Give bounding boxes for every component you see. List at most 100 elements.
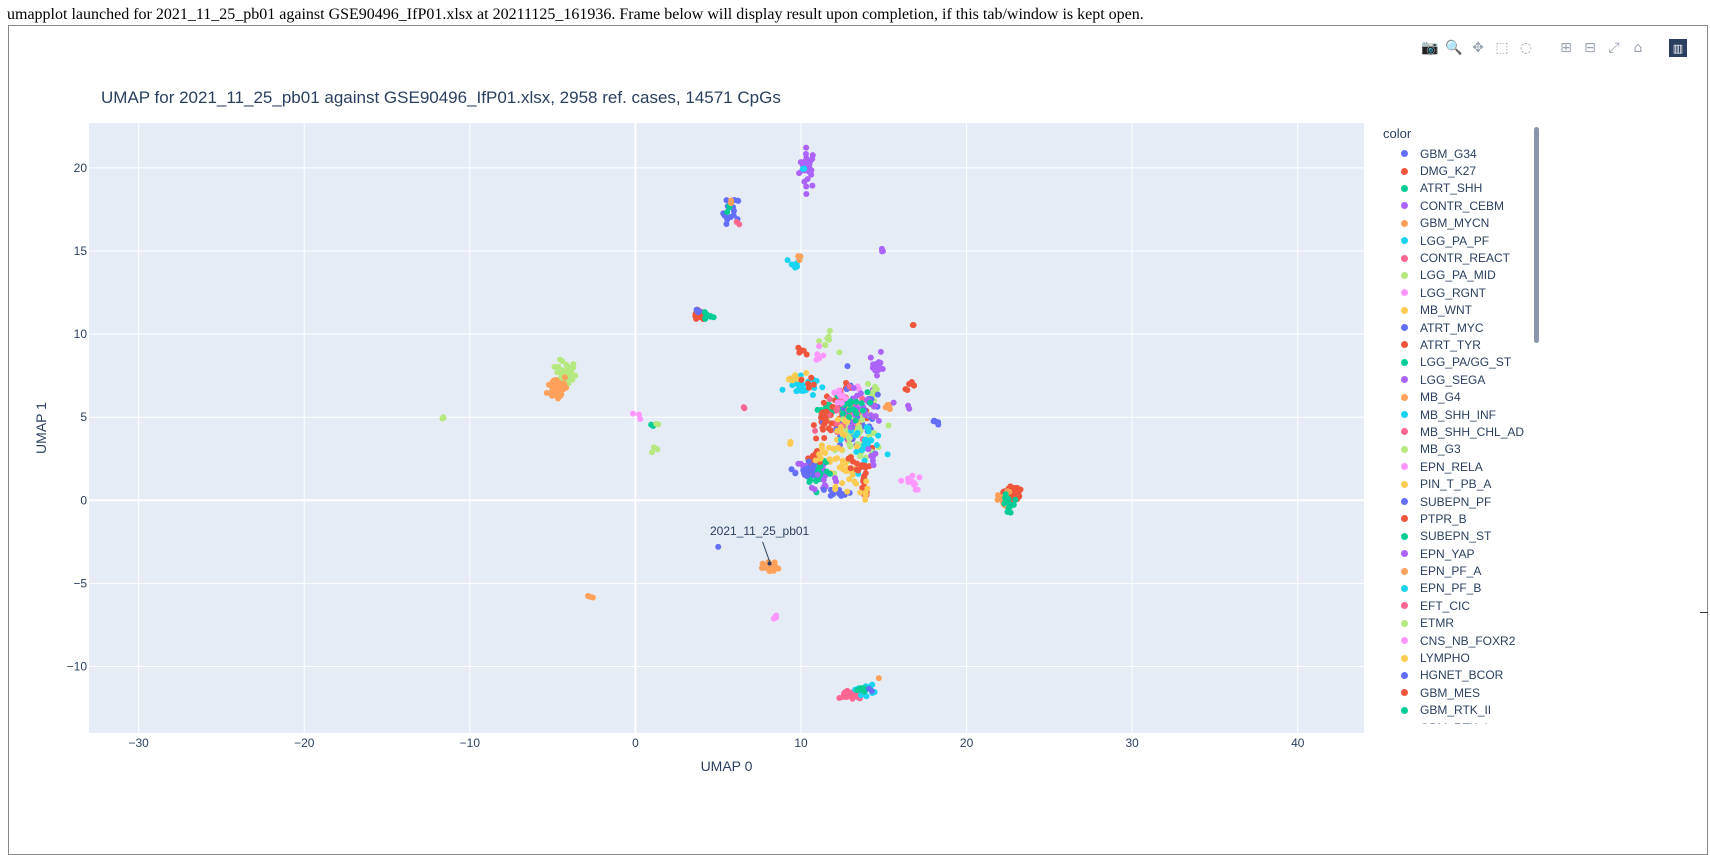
data-point — [861, 685, 868, 692]
data-point — [822, 342, 829, 349]
legend-item[interactable]: EPN_YAP — [1383, 545, 1543, 562]
data-point — [820, 486, 827, 493]
legend-item[interactable]: LGG_RGNT — [1383, 284, 1543, 301]
legend-item[interactable]: MB_G4 — [1383, 388, 1543, 405]
data-point — [727, 214, 734, 221]
autoscale-icon[interactable]: ⤢ — [1608, 40, 1620, 56]
data-point — [910, 322, 917, 329]
data-point — [902, 386, 909, 393]
legend-item[interactable]: GBM_G34 — [1383, 145, 1543, 162]
data-point — [819, 384, 826, 391]
plotly-logo-icon[interactable]: ▥ — [1669, 39, 1687, 57]
legend-item[interactable]: ATRT_TYR — [1383, 336, 1543, 353]
data-point — [872, 383, 879, 390]
pan-icon[interactable]: ✥ — [1472, 40, 1484, 56]
data-point — [825, 425, 832, 432]
data-point — [846, 401, 853, 408]
legend-item[interactable]: GBM_RTK_I — [1383, 719, 1543, 724]
legend-item[interactable]: MB_SHH_INF — [1383, 406, 1543, 423]
data-point — [1013, 491, 1020, 498]
data-point — [862, 470, 869, 477]
data-point — [861, 457, 868, 464]
lasso-select-icon[interactable]: ◌ — [1519, 40, 1533, 56]
legend-item[interactable]: PIN_T_PB_A — [1383, 475, 1543, 492]
data-point — [852, 417, 859, 424]
legend-label: LGG_PA_PF — [1420, 233, 1490, 248]
data-point — [826, 456, 833, 463]
legend-item[interactable]: ATRT_SHH — [1383, 180, 1543, 197]
legend-item[interactable]: MB_WNT — [1383, 302, 1543, 319]
legend-item[interactable]: ATRT_MYC — [1383, 319, 1543, 336]
zoom-out-icon[interactable]: ⊟ — [1584, 40, 1596, 56]
data-point — [824, 335, 831, 342]
data-point — [867, 399, 874, 406]
legend-item[interactable]: LGG_SEGA — [1383, 371, 1543, 388]
legend-marker — [1401, 289, 1408, 297]
data-point — [844, 363, 851, 370]
data-point — [812, 427, 819, 434]
data-point — [785, 376, 792, 383]
legend-item[interactable]: EPN_PF_A — [1383, 562, 1543, 579]
legend-marker — [1401, 445, 1408, 453]
legend-item[interactable]: SUBEPN_ST — [1383, 528, 1543, 545]
legend-label: EFT_CIC — [1420, 598, 1471, 613]
legend-item[interactable]: EPN_PF_B — [1383, 580, 1543, 597]
data-point — [869, 391, 876, 398]
y-tick-label: 5 — [80, 410, 87, 424]
legend-item[interactable]: MB_SHH_CHL_AD — [1383, 423, 1543, 440]
legend-label: PTPR_B — [1420, 511, 1467, 526]
legend-label: PIN_T_PB_A — [1420, 477, 1492, 492]
data-point — [1012, 496, 1019, 503]
legend-scrollbar[interactable] — [1534, 127, 1539, 343]
legend-item[interactable]: LGG_PA/GG_ST — [1383, 354, 1543, 371]
home-icon[interactable]: ⌂ — [1633, 40, 1643, 56]
legend-item[interactable]: EPN_RELA — [1383, 458, 1543, 475]
legend-item[interactable]: ETMR — [1383, 615, 1543, 632]
legend-item[interactable]: GBM_MES — [1383, 684, 1543, 701]
legend-label: EPN_RELA — [1420, 459, 1483, 474]
legend-marker — [1401, 271, 1408, 279]
annotation-label: 2021_11_25_pb01 — [710, 524, 810, 538]
legend-item[interactable]: MB_G3 — [1383, 441, 1543, 458]
legend-item[interactable]: GBM_RTK_II — [1383, 702, 1543, 719]
legend-marker — [1401, 619, 1408, 627]
legend-item[interactable]: GBM_MYCN — [1383, 215, 1543, 232]
legend-item[interactable]: CNS_NB_FOXR2 — [1383, 632, 1543, 649]
legend-item[interactable]: PTPR_B — [1383, 510, 1543, 527]
zoom-in-icon[interactable]: ⊞ — [1560, 40, 1572, 56]
data-point — [584, 593, 591, 600]
legend-item[interactable]: CONTR_REACT — [1383, 249, 1543, 266]
legend-item[interactable]: LYMPHO — [1383, 649, 1543, 666]
legend-label: MB_G3 — [1420, 442, 1461, 457]
data-point — [808, 171, 815, 178]
legend-item[interactable]: DMG_K27 — [1383, 162, 1543, 179]
legend-item[interactable]: CONTR_CEBM — [1383, 197, 1543, 214]
data-point — [811, 486, 818, 493]
legend-item[interactable]: SUBEPN_PF — [1383, 493, 1543, 510]
legend-item[interactable]: LGG_PA_MID — [1383, 267, 1543, 284]
data-point — [801, 165, 808, 172]
zoom-icon[interactable]: 🔍 — [1445, 40, 1463, 56]
box-select-icon[interactable]: ⬚ — [1495, 40, 1509, 56]
camera-icon[interactable]: 📷 — [1421, 40, 1439, 56]
legend-marker — [1401, 393, 1408, 401]
data-point — [817, 455, 824, 462]
data-point — [779, 386, 786, 393]
data-point — [898, 477, 905, 484]
data-point — [905, 402, 912, 409]
data-point — [842, 689, 849, 696]
legend-item[interactable]: LGG_PA_PF — [1383, 232, 1543, 249]
data-point — [825, 444, 832, 451]
data-point — [654, 446, 661, 453]
data-point — [911, 382, 918, 389]
legend-item[interactable]: EFT_CIC — [1383, 597, 1543, 614]
data-point — [914, 486, 921, 493]
data-point — [821, 434, 828, 441]
legend-marker — [1401, 654, 1408, 662]
data-point — [816, 338, 823, 345]
legend-item[interactable]: HGNET_BCOR — [1383, 667, 1543, 684]
legend-marker — [1401, 584, 1408, 592]
legend-label: LGG_PA_MID — [1420, 268, 1496, 283]
legend-marker — [1401, 358, 1408, 366]
